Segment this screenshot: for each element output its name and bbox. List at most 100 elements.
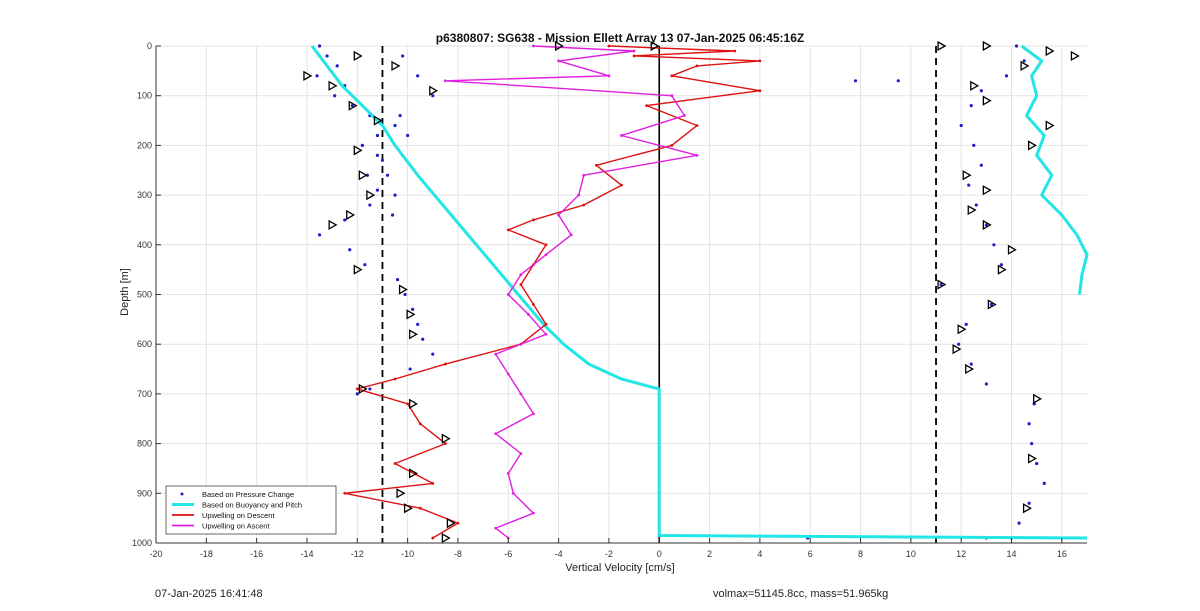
data-point [355,387,359,391]
data-point [385,173,390,177]
x-tick-label: 14 [1007,549,1017,559]
x-tick-label: 0 [657,549,662,559]
triangle-marker [409,329,418,340]
triangle-marker [962,170,972,181]
data-point [335,64,339,68]
chart-title: p6380807: SG638 - Mission Ellett Array 1… [436,31,804,45]
x-tick-label: -6 [504,549,512,559]
data-point [1042,481,1046,485]
data-point [406,133,410,138]
data-point [325,54,329,58]
data-point [395,277,400,282]
data-point [519,273,523,277]
data-point [393,462,397,465]
data-point [494,432,498,436]
triangle-marker [403,503,413,514]
data-point [421,337,425,341]
y-tick-label: 500 [137,290,152,300]
data-point [1027,501,1031,505]
triangle-marker [328,80,338,91]
y-tick-label: 900 [137,488,152,498]
triangle-marker [1045,45,1055,57]
marker-layer [303,40,1080,544]
triangle-marker [391,60,401,72]
data-point [406,402,410,406]
data-point [375,133,380,138]
data-point [984,223,988,227]
data-point [670,74,674,78]
data-point [957,342,961,346]
data-point [390,213,395,217]
triangle-marker [348,100,358,111]
triangle-marker [1007,244,1017,255]
data-point [360,143,364,147]
data-point [343,491,347,495]
x-tick-label: -14 [300,549,313,559]
data-point [393,377,397,381]
data-point [408,367,412,371]
data-point [969,362,973,366]
data-point [532,44,535,48]
triangle-marker [429,85,439,96]
data-point [989,302,993,307]
data-point [368,203,372,207]
data-point [939,282,943,287]
y-tick-label: 300 [137,190,152,200]
data-point [375,153,380,157]
triangle-marker [303,70,313,81]
data-point [1030,442,1034,446]
triangle-marker [441,532,451,544]
x-tick-label: 8 [858,549,863,559]
footer-timestamp: 07-Jan-2025 16:41:48 [155,588,263,600]
data-point [979,163,983,167]
data-point [582,173,586,177]
y-tick-label: 700 [137,389,152,399]
legend-box [165,485,337,535]
triangle-marker [358,383,368,395]
grid [155,45,1087,544]
data-point [494,352,498,356]
triangle-marker [353,50,363,62]
triangle-marker [409,398,418,409]
data-point [350,104,354,108]
triangle-marker [328,219,338,231]
triangle-marker [353,145,363,156]
data-point [695,124,699,127]
x-tick-label: 2 [707,549,712,559]
y-tick-label: 400 [137,240,152,250]
triangle-marker [1045,120,1055,131]
data-point [1035,461,1039,466]
triangle-marker [446,517,456,529]
data-point [363,263,367,267]
triangle-marker [441,433,451,444]
triangle-marker [650,40,660,52]
data-point [1027,422,1031,426]
data-point [532,303,535,306]
data-point [393,193,397,197]
triangle-marker [967,204,977,216]
axes: -20 -18 -16 -14 -12 -10 -8 -6 -4 -2 0 2 4 6 8 10 12 14 160… [132,41,1087,559]
data-point [416,322,420,326]
triangle-marker [409,468,418,479]
data-point [411,307,415,312]
data-point [506,472,510,475]
data-point [343,218,347,222]
data-point [607,44,611,48]
triangle-marker [982,40,992,52]
legend-label: Based on Pressure Change [202,490,294,499]
x-tick-label: -4 [555,549,563,559]
data-point [959,123,963,128]
triangle-marker [937,40,947,52]
triangle-marker [982,219,992,231]
data-point [431,481,435,485]
data-point [544,322,548,326]
data-point [984,382,988,386]
x-tick-label: -18 [200,549,213,559]
data-point [1017,521,1021,525]
x-tick-label: -16 [250,549,263,559]
x-tick-label: 10 [906,549,916,559]
data-point [1014,44,1019,48]
triangle-marker [982,95,992,106]
data-point [393,123,397,128]
triangle-marker [396,488,406,499]
